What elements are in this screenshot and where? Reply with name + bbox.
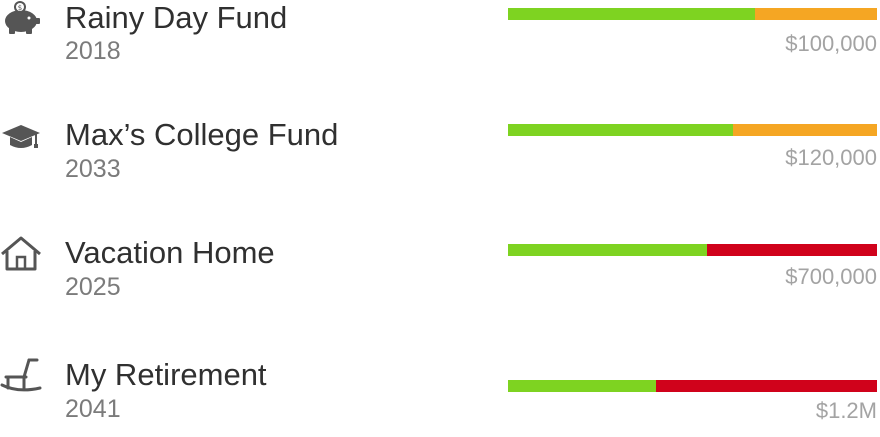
goal-target-year: 2025	[65, 273, 121, 301]
goal-target-year: 2041	[65, 395, 121, 423]
goal-progress-bar	[508, 8, 877, 20]
goal-progress-remaining	[707, 244, 877, 256]
piggy-bank-icon: $	[0, 0, 42, 36]
goal-row-college-fund[interactable]: Max’s College Fund 2033 $120,000	[0, 117, 880, 197]
goal-target-amount: $100,000	[785, 31, 877, 56]
goal-progress-saved	[508, 380, 656, 392]
goal-target-year: 2018	[65, 37, 121, 65]
goal-target-amount: $700,000	[785, 264, 877, 289]
house-icon	[0, 235, 42, 271]
goal-progress-remaining	[733, 124, 877, 136]
goal-progress-bar	[508, 244, 877, 256]
goal-name: My Retirement	[65, 357, 267, 392]
goal-name: Vacation Home	[65, 235, 275, 270]
goal-row-rainy-day-fund[interactable]: $ Rainy Day Fund 2018 $100,000	[0, 0, 880, 80]
goal-progress-bar	[508, 380, 877, 392]
goal-target-year: 2033	[65, 155, 121, 183]
goal-progress-remaining	[655, 380, 877, 392]
goal-row-vacation-home[interactable]: Vacation Home 2025 $700,000	[0, 235, 880, 315]
goal-progress-saved	[508, 8, 756, 20]
goal-progress-bar	[508, 124, 877, 136]
svg-text:$: $	[18, 4, 22, 12]
goal-progress-saved	[508, 124, 734, 136]
graduation-cap-icon	[0, 119, 42, 155]
goal-target-amount: $120,000	[785, 145, 877, 170]
goal-row-retirement[interactable]: My Retirement 2041 $1.2M	[0, 357, 880, 437]
goal-name: Max’s College Fund	[65, 117, 339, 152]
goal-target-amount: $1.2M	[815, 398, 877, 423]
goal-progress-remaining	[755, 8, 877, 20]
goal-name: Rainy Day Fund	[65, 0, 288, 35]
goal-progress-saved	[508, 244, 708, 256]
rocking-chair-icon	[0, 357, 42, 393]
